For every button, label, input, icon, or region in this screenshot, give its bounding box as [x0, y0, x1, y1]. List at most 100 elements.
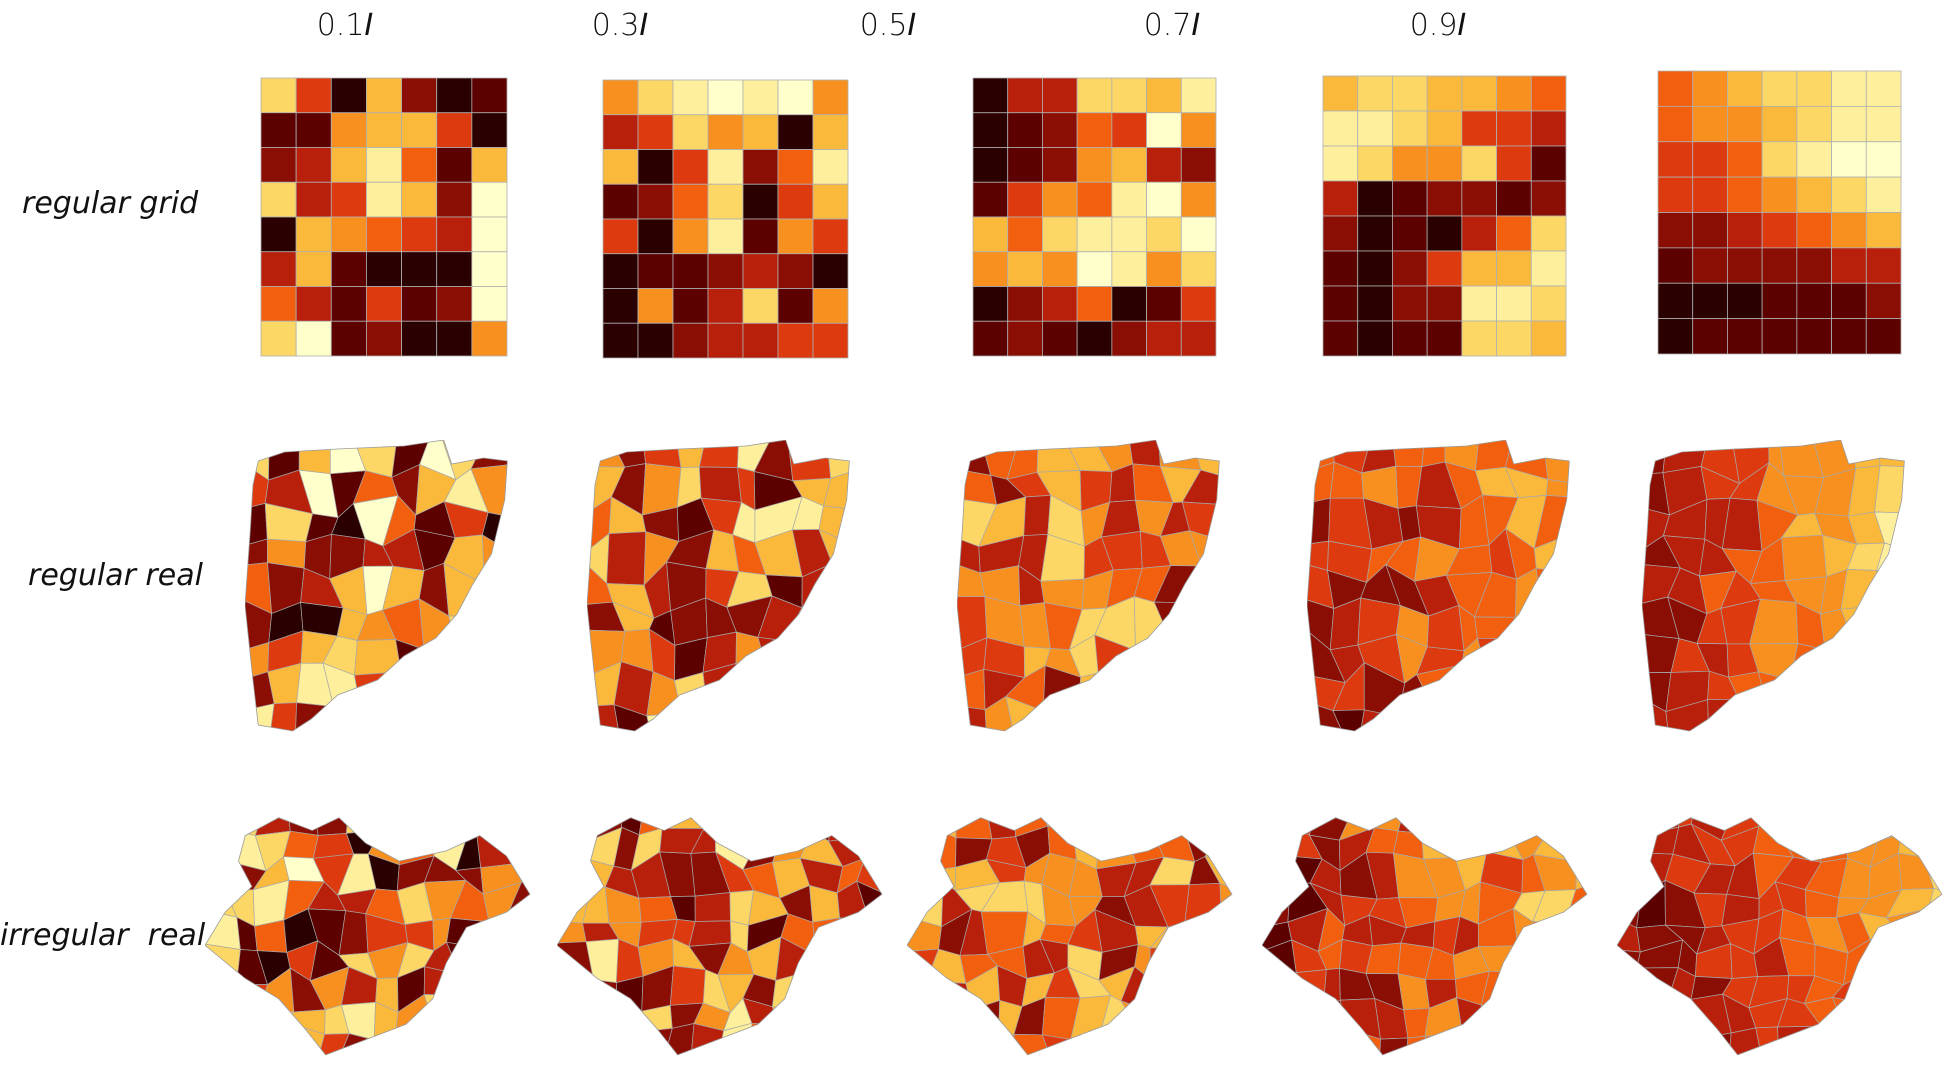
map-region	[428, 817, 466, 844]
map-region	[1874, 465, 1905, 514]
grid-cell	[1461, 285, 1497, 322]
map-region	[1477, 637, 1516, 684]
map-region	[448, 615, 481, 647]
map-region	[1543, 662, 1570, 700]
map-region	[1397, 973, 1430, 1011]
column-header: 0.5I	[859, 8, 917, 43]
map-region	[1637, 1024, 1676, 1055]
grid-cell	[972, 286, 1009, 322]
grid-cell	[1727, 212, 1763, 249]
grid-cell	[1865, 212, 1902, 249]
grid-cell	[366, 181, 402, 218]
map-region	[333, 706, 366, 731]
grid-cell	[1076, 112, 1113, 148]
grid-cell	[602, 79, 639, 116]
map-outline	[1642, 440, 1905, 732]
grid-cell	[1426, 180, 1463, 217]
map-region	[635, 1027, 673, 1055]
grid-cell	[742, 288, 779, 324]
grid-cell	[1042, 112, 1078, 148]
grid-cell	[330, 112, 367, 148]
map-region	[1262, 995, 1296, 1040]
grid-cell	[1392, 285, 1428, 322]
map-region	[783, 640, 830, 682]
grid-cell	[1831, 282, 1867, 320]
grid-cell	[602, 183, 639, 220]
grid-cell	[260, 77, 297, 114]
grid-cell	[672, 183, 709, 220]
map-region	[1358, 709, 1405, 731]
grid-cell	[1831, 176, 1867, 213]
map-region	[803, 1028, 839, 1055]
map-region	[509, 969, 530, 1004]
map-region	[615, 975, 644, 1012]
real-map-panel	[587, 440, 852, 740]
grid-cell	[1761, 105, 1798, 143]
grid-cell	[1426, 215, 1463, 252]
grid-cell	[260, 286, 297, 322]
map-region	[458, 1038, 490, 1055]
grid-cell	[1111, 77, 1147, 114]
map-region	[392, 700, 422, 731]
grid-cell	[366, 251, 402, 287]
grid-cell	[812, 79, 849, 116]
map-region	[287, 817, 319, 836]
grid-cell	[471, 112, 508, 148]
grid-cell	[401, 181, 438, 218]
grid-cell	[1461, 75, 1497, 112]
map-region	[982, 1034, 1015, 1055]
map-region	[418, 640, 455, 684]
map-region	[353, 671, 402, 711]
map-region	[1480, 1025, 1509, 1055]
map-region	[731, 705, 772, 731]
map-region	[1217, 1022, 1232, 1055]
map-region	[1874, 668, 1905, 713]
grid-cell	[972, 112, 1009, 148]
map-region	[661, 817, 705, 829]
map-region	[1807, 826, 1848, 863]
map-region	[446, 941, 488, 976]
grid-cell	[1322, 215, 1359, 252]
map-region	[688, 920, 732, 947]
map-outline	[557, 817, 883, 1056]
map-region	[829, 562, 850, 611]
grid-cell	[1530, 320, 1567, 357]
map-region	[1406, 1036, 1436, 1055]
grid-cell	[1461, 145, 1497, 182]
grid-cell	[637, 149, 674, 185]
grid-cell	[1042, 147, 1078, 183]
map-region	[1507, 1022, 1551, 1055]
map-region	[1636, 967, 1679, 1010]
map-region	[1617, 817, 1656, 833]
row-label-regular-grid: regular grid	[22, 186, 199, 221]
grid-cell	[1761, 141, 1798, 178]
map-region	[476, 937, 511, 979]
grid-cell	[1796, 105, 1832, 143]
grid-cell	[972, 181, 1009, 218]
grid-cell	[1865, 176, 1902, 213]
map-region	[1617, 967, 1639, 1013]
map-region	[777, 1024, 813, 1055]
map-region	[732, 662, 771, 707]
map-region	[812, 917, 841, 957]
map-region	[907, 826, 940, 871]
grid-cell	[1111, 147, 1147, 183]
map-region	[479, 561, 508, 618]
grid-cell	[1496, 215, 1532, 252]
map-region	[501, 994, 530, 1031]
map-region	[1392, 440, 1425, 467]
map-region	[488, 1002, 522, 1041]
map-region	[1122, 817, 1166, 825]
grid-cell	[602, 322, 639, 359]
map-region	[957, 705, 988, 731]
map-region	[1568, 975, 1587, 1003]
grid-cell	[295, 112, 332, 148]
map-region	[557, 855, 593, 885]
grid-cell	[1426, 145, 1463, 182]
map-region	[417, 706, 456, 731]
map-region	[1184, 882, 1222, 924]
map-region	[1156, 997, 1197, 1040]
map-region	[771, 1006, 813, 1031]
map-region	[298, 440, 331, 475]
irregular-map-panel	[205, 805, 540, 1060]
